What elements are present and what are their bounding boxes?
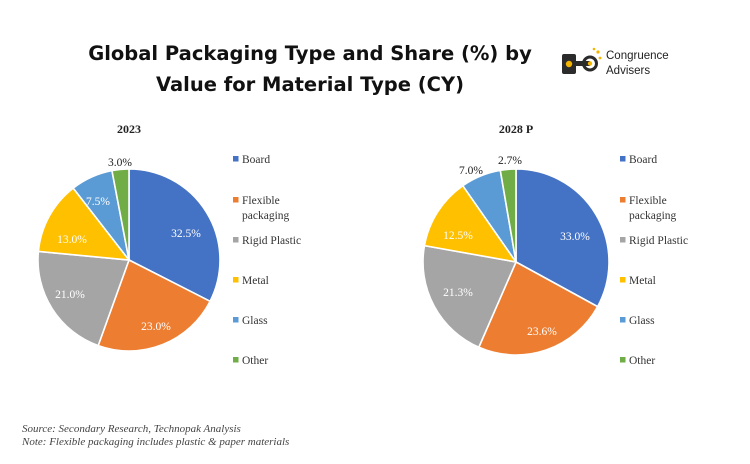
legend-swatch — [233, 277, 239, 283]
slice-label: 12.5% — [443, 230, 473, 242]
legend-swatch — [233, 237, 239, 243]
legend-swatch — [233, 156, 239, 162]
legend-label: Flexible — [629, 195, 667, 207]
pie-slice — [499, 168, 517, 263]
pie-slice — [477, 260, 599, 356]
slice-label: 32.5% — [171, 228, 201, 240]
legend-label: Rigid Plastic — [629, 235, 688, 247]
legend-swatch — [233, 197, 239, 203]
pie-slice — [515, 168, 610, 308]
title-line-1: Global Packaging Type and Share (%) by — [88, 42, 532, 65]
legend-label: Board — [629, 154, 657, 166]
legend-label: Board — [242, 154, 270, 166]
legend-swatch — [620, 237, 626, 243]
legend-label: Other — [629, 355, 655, 367]
company-logo: Congruence Advisers — [558, 44, 688, 86]
pie-slice — [97, 258, 212, 352]
pie-slice — [37, 186, 131, 261]
pie-slice — [111, 168, 130, 261]
slice-label: 33.0% — [560, 231, 590, 243]
legend-swatch — [620, 197, 626, 203]
slice-label: 23.0% — [141, 321, 171, 333]
pie-slice — [422, 244, 518, 349]
legend-label: Glass — [629, 315, 655, 327]
legend-label: Rigid Plastic — [242, 235, 301, 247]
legend: Board Flexible packaging Rigid Plastic Metal… — [233, 154, 301, 367]
legend-label: Metal — [629, 275, 656, 287]
legend-swatch — [620, 156, 626, 162]
slice-label: 7.0% — [459, 165, 483, 177]
pie-slice — [423, 184, 518, 264]
legend-label: Other — [242, 355, 268, 367]
legend: Board Flexible packaging Rigid Plastic Metal… — [620, 154, 688, 367]
title-line-2: Value for Material Type (CY) — [155, 73, 465, 96]
logo-subtitle: Advisers — [606, 65, 651, 77]
pie-slice — [37, 250, 131, 347]
footer-source: Source: Secondary Research, Technopak An… — [22, 423, 241, 435]
slice-label: 23.6% — [527, 326, 557, 338]
slice-label: 7.5% — [86, 196, 110, 208]
legend-swatch — [233, 357, 239, 363]
legend-swatch — [620, 277, 626, 283]
chart-title: 2028 P — [499, 122, 533, 136]
logo-name: Congruence — [606, 50, 669, 62]
pie-chart-1: 2023 32.5% 23.0% 21.0% 13.0% 7.5% 3.0% Board Fle… — [37, 122, 301, 367]
slice-label: 21.3% — [443, 287, 473, 299]
page-title: Global Packaging Type and Share (%) by V… — [60, 38, 560, 100]
legend-label: packaging — [629, 210, 677, 222]
slice-label: 21.0% — [55, 289, 85, 301]
legend-swatch — [233, 317, 239, 323]
footer-note: Note: Flexible packaging includes plasti… — [22, 435, 290, 448]
pie-slice — [128, 168, 221, 303]
footer-notes: Source: Secondary Research, Technopak An… — [22, 423, 289, 448]
slice-label: 13.0% — [57, 234, 87, 246]
pie-chart-2: 2028 P 33.0% 23.6% 21.3% 12.5% 7.0% 2.7% Board F… — [422, 122, 688, 367]
slice-label: 2.7% — [498, 155, 522, 167]
key-icon — [562, 47, 602, 74]
legend-swatch — [620, 317, 626, 323]
legend-label: packaging — [242, 210, 290, 222]
legend-swatch — [620, 357, 626, 363]
legend-label: Metal — [242, 275, 269, 287]
legend-label: Glass — [242, 315, 268, 327]
chart-title: 2023 — [117, 122, 141, 136]
slice-label: 3.0% — [108, 157, 132, 169]
legend-label: Flexible — [242, 195, 280, 207]
